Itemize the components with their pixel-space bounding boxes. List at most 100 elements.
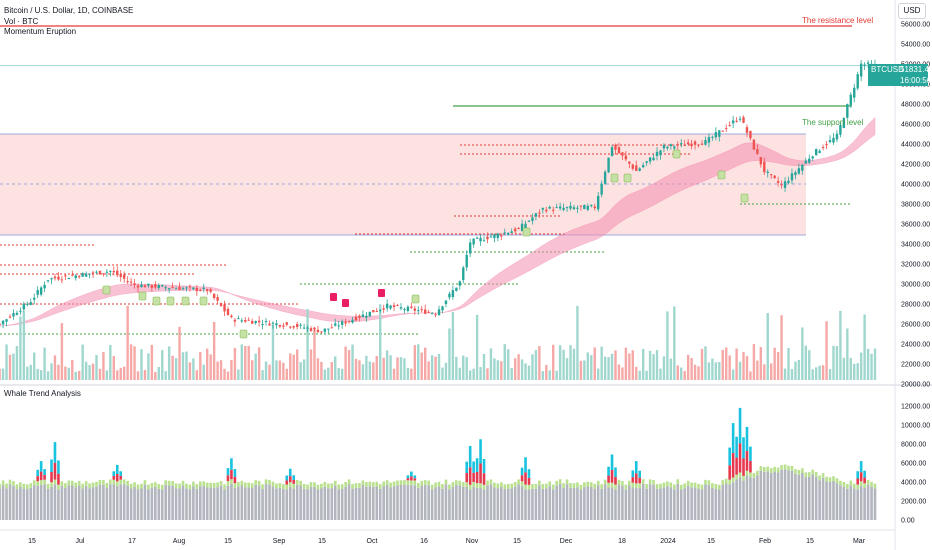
whale-bar-green [852,483,856,489]
candle-body [396,305,399,307]
whale-bar-green [354,483,358,488]
whale-bar-red [292,479,296,484]
volume-bar [64,366,67,380]
candle-body [597,195,600,210]
whale-bar-cyan [479,439,482,464]
whale-bar-green [219,481,223,486]
volume-bar [617,364,621,380]
volume-bar [725,347,728,380]
whale-bar-base [8,484,12,520]
volume-bar [545,364,548,380]
whale-bar-green [167,480,171,486]
whale-bar-base [455,485,458,520]
candle-body [455,287,458,291]
whale-bar-base [185,488,188,520]
buy-signal-marker [672,149,681,159]
candle-body [275,323,278,326]
candle-body [358,315,361,318]
whale-bar-green [382,481,385,487]
candle-body [444,300,448,305]
candle-body [437,309,441,315]
last-price-tag: BTCUSD 51831.44 16:00:56 [868,64,932,86]
whale-bar-green [271,481,275,487]
whale-bar-green [223,484,226,490]
whale-bar-green [448,484,451,490]
candle-body [299,324,302,326]
whale-bar-green [0,483,1,489]
volume-bar [520,359,524,380]
candle-body [731,120,735,124]
whale-bar-green [313,482,316,488]
volume-bar [12,353,15,380]
whale-bar-base [839,485,842,520]
volume-bar [420,352,423,380]
whale-bar-base [558,483,562,520]
whale-bar-base [503,489,507,520]
whale-bar-base [579,489,583,520]
volume-bar [538,346,541,380]
whale-bar-green [842,481,846,487]
volume-bar [81,344,84,380]
whale-bar-base [403,484,406,520]
time-tick-label: 15 [707,538,715,545]
currency-button[interactable]: USD [898,3,926,19]
whale-bar-base [243,487,247,520]
candle-body [327,328,330,330]
volume-bar [91,363,95,380]
candle-body [64,275,67,277]
whale-bar-red [226,475,230,482]
whale-bar-green [188,484,192,490]
whale-bar-base [593,488,597,520]
whale-bar-green [683,483,686,489]
whale-bar-base [700,489,704,520]
whale-bar-base [451,486,455,520]
whale-bar-green [565,479,569,485]
indicator-legend[interactable]: Momentum Eruption [4,27,77,36]
whale-bar-base [406,485,410,520]
candle-body [410,306,413,308]
volume-legend[interactable]: Vol · BTC [4,17,39,26]
volume-bar [199,352,202,380]
whale-bar-base [811,474,815,520]
volume-bar [247,345,250,380]
volume-bar [493,358,496,380]
whale-bar-base [434,487,437,520]
price-tick-label: 56000.00 [901,22,930,29]
candle-body [500,235,503,237]
whale-bar-red [230,469,233,480]
whale-bar-base [60,486,64,520]
whale-bar-base [385,484,389,520]
whale-bar-green [81,483,84,489]
volume-bar [659,368,662,380]
whale-bar-cyan [119,471,123,476]
whale-bar-green [479,483,482,489]
whale-bar-green [531,484,534,489]
whale-bar-base [340,488,344,520]
whale-bar-base [195,488,199,520]
whale-bar-base [437,486,441,520]
whale-bar-base [787,470,790,520]
candle-body [659,150,662,156]
whale-bar-green [427,480,430,486]
candle-body [174,288,178,290]
candle-body [98,270,102,275]
candle-body [600,183,603,195]
whale-bar-base [410,485,413,520]
whale-bar-base [583,487,586,520]
whale-bar-base [84,485,88,520]
candle-body [638,168,641,171]
whale-bar-green [814,471,818,477]
whale-bar-base [15,489,19,520]
volume-bar [278,360,282,380]
whale-bar-base [199,486,202,520]
whale-bar-green [562,483,565,488]
volume-bar [396,357,399,380]
whale-bar-base [282,488,285,520]
whale-bar-base [441,488,444,520]
candle-body [725,128,728,130]
whale-bar-base [648,484,652,520]
lower-pane-title[interactable]: Whale Trend Analysis [4,389,81,398]
volume-bar [320,361,323,380]
candle-body [538,212,541,214]
